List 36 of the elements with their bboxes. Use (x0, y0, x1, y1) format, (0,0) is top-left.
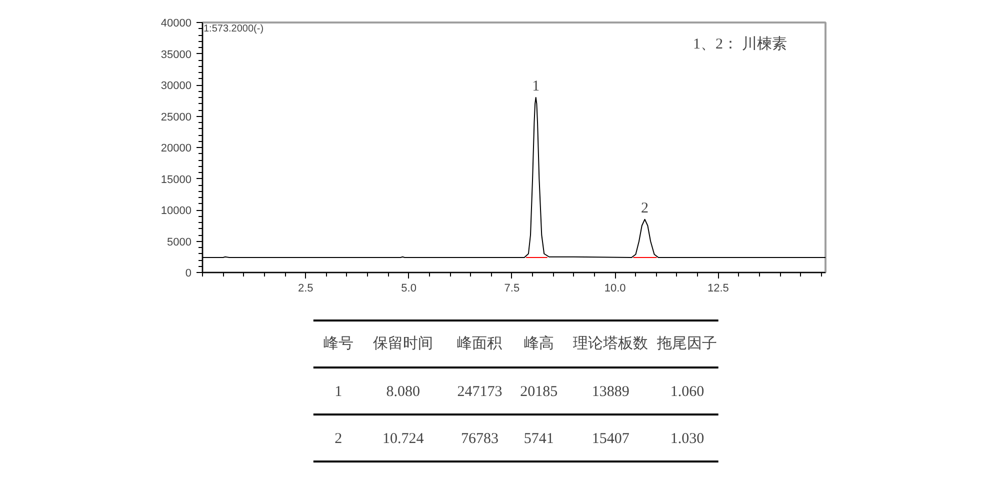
y-tick-label: 40000 (160, 18, 192, 30)
text: 1 (334, 384, 342, 400)
text: 保留时间 (373, 335, 434, 352)
y-tick-label: 5000 (167, 236, 192, 248)
text: 峰号 (323, 335, 354, 352)
x-tick-label: 5.0 (401, 282, 416, 294)
text: 1.030 (670, 431, 704, 447)
y-tick-label: 0 (185, 268, 192, 280)
x-tick-label: 7.5 (504, 282, 520, 294)
text: 15407 (592, 431, 630, 447)
text: 247173 (457, 384, 502, 400)
text: 20185 (520, 384, 558, 400)
annotation: 1、2： 川楝素 (693, 36, 787, 52)
text: 峰高 (524, 335, 554, 352)
annotation: 2 (641, 200, 649, 216)
y-tick-label: 30000 (160, 80, 192, 92)
annotation: 1:573.2000(-) (204, 24, 264, 34)
annotation: 1 (532, 78, 540, 94)
y-tick-label: 25000 (160, 111, 192, 124)
x-tick-label: 2.5 (298, 282, 314, 294)
text: 理论塔板数 (573, 335, 648, 352)
text: 10.724 (382, 431, 424, 447)
text: 76783 (460, 431, 498, 447)
text: 峰面积 (457, 335, 502, 352)
y-tick-label: 15000 (160, 174, 192, 186)
text: 拖尾因子 (656, 335, 718, 352)
y-tick-label: 20000 (160, 142, 192, 154)
y-tick-label: 10000 (160, 205, 192, 217)
text: 2 (334, 431, 342, 447)
text: 1.060 (670, 384, 704, 400)
x-tick-label: 10.0 (604, 282, 626, 294)
text: 5741 (524, 431, 554, 447)
x-tick-label: 12.5 (708, 282, 729, 294)
text: 13889 (592, 384, 630, 400)
y-tick-label: 35000 (160, 48, 192, 61)
text: 8.080 (386, 384, 420, 400)
